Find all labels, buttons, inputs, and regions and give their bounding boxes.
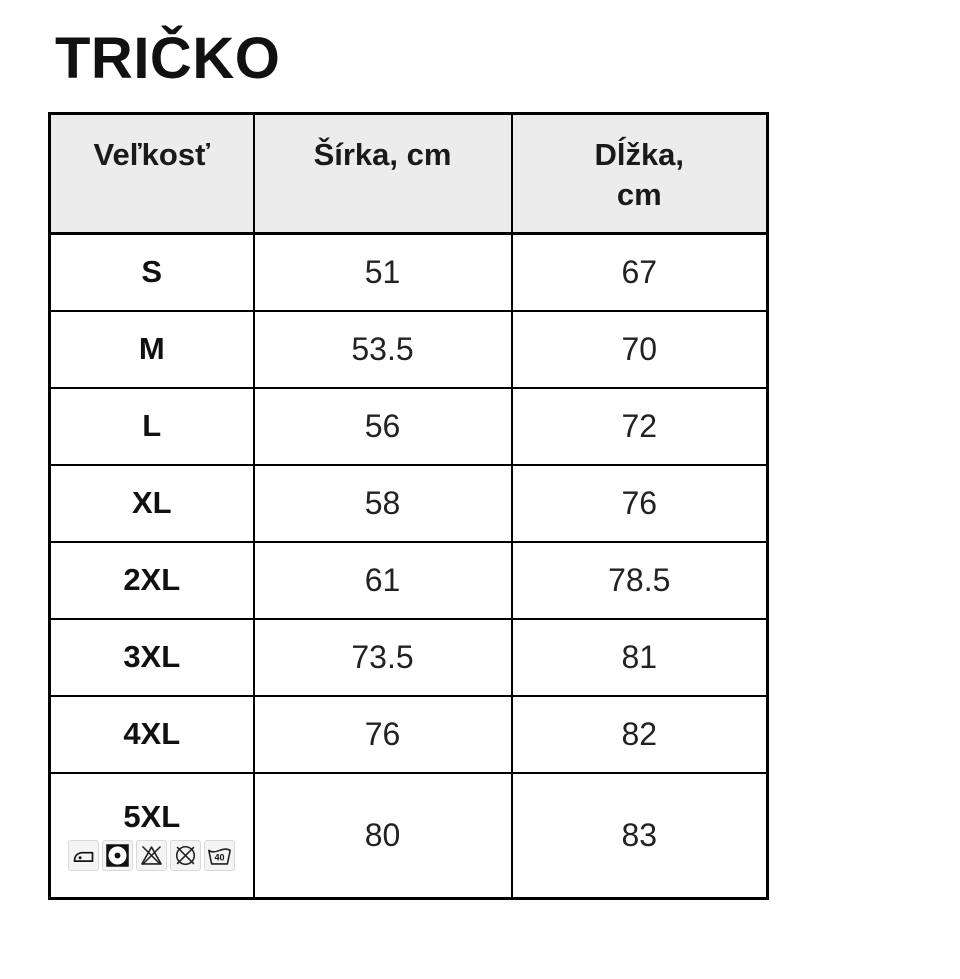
table-row: 2XL 61 78.5 — [48, 540, 769, 620]
table-row: 3XL 73.5 81 — [48, 617, 769, 697]
col-header-width: Šírka, cm — [252, 112, 513, 235]
table-row: M 53.5 70 — [48, 309, 769, 389]
length-cell: 70 — [510, 309, 769, 389]
wash-temp-label: 40 — [214, 853, 224, 863]
do-not-bleach-icon — [136, 840, 167, 872]
width-cell: 56 — [252, 386, 513, 466]
width-cell: 58 — [252, 463, 513, 543]
width-cell: 51 — [252, 232, 513, 312]
length-cell: 78.5 — [510, 540, 769, 620]
do-not-dry-clean-icon — [170, 840, 201, 872]
length-cell: 67 — [510, 232, 769, 312]
width-cell: 61 — [252, 540, 513, 620]
size-cell: M — [48, 309, 255, 389]
table-row: XL 58 76 — [48, 463, 769, 543]
width-cell: 76 — [252, 694, 513, 774]
tumble-dry-icon — [102, 840, 133, 872]
width-cell: 73.5 — [252, 617, 513, 697]
size-cell: L — [48, 386, 255, 466]
size-cell-5xl: 5XL — [48, 771, 255, 900]
size-cell: S — [48, 232, 255, 312]
table-row: 5XL — [48, 771, 769, 900]
col-header-length: Dĺžka, cm — [510, 112, 769, 235]
width-cell: 80 — [252, 771, 513, 900]
length-cell: 76 — [510, 463, 769, 543]
table-header-row: Veľkosť Šírka, cm Dĺžka, cm — [48, 112, 769, 235]
table-row: S 51 67 — [48, 232, 769, 312]
page-title: TRIČKO — [55, 26, 281, 91]
size-label: 5XL — [123, 799, 181, 835]
length-cell: 82 — [510, 694, 769, 774]
length-cell: 72 — [510, 386, 769, 466]
iron-icon — [68, 840, 99, 872]
width-cell: 53.5 — [252, 309, 513, 389]
col-header-size: Veľkosť — [48, 112, 255, 235]
table-row: L 56 72 — [48, 386, 769, 466]
wash-40-icon: 40 — [204, 840, 235, 872]
table-row: 4XL 76 82 — [48, 694, 769, 774]
length-cell: 83 — [510, 771, 769, 900]
care-icons: 40 — [52, 835, 252, 877]
size-cell: XL — [48, 463, 255, 543]
size-cell: 4XL — [48, 694, 255, 774]
length-cell: 81 — [510, 617, 769, 697]
size-table: Veľkosť Šírka, cm Dĺžka, cm S 51 67 M 53… — [48, 112, 769, 900]
size-cell: 2XL — [48, 540, 255, 620]
size-cell: 3XL — [48, 617, 255, 697]
